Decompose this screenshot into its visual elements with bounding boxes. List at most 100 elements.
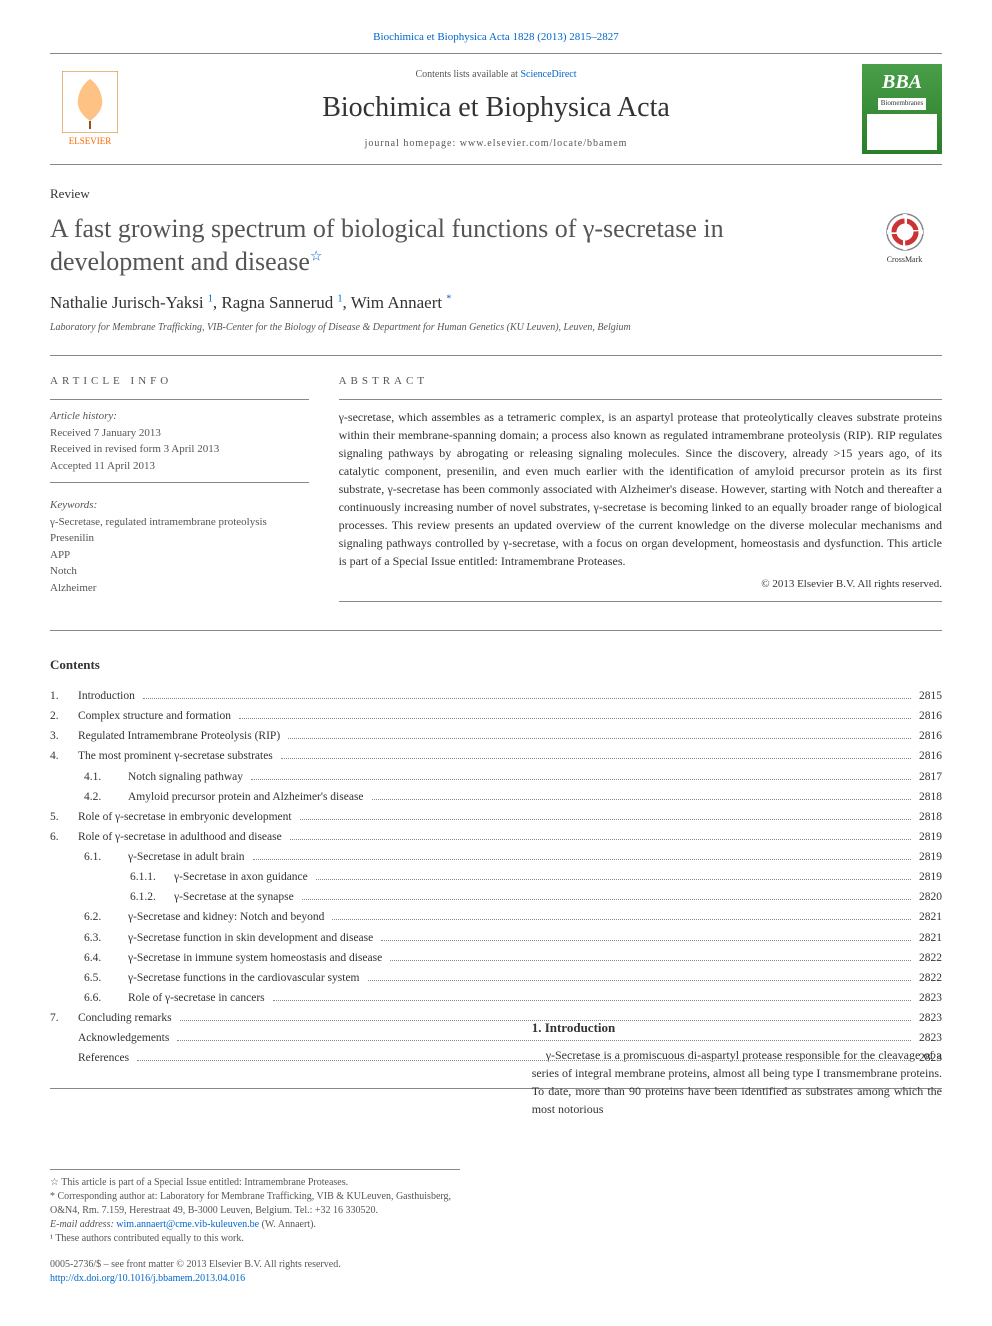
toc-leader-dots <box>253 859 911 860</box>
toc-number: 4. <box>50 746 78 766</box>
toc-entry[interactable]: 6.1.1.γ-Secretase in axon guidance 2819 <box>50 867 942 887</box>
toc-entry[interactable]: 6.2.γ-Secretase and kidney: Notch and be… <box>50 907 942 927</box>
toc-entry[interactable]: 6.4.γ-Secretase in immune system homeost… <box>50 948 942 968</box>
introduction-heading: 1. Introduction <box>532 1019 942 1037</box>
bba-cover-image <box>867 114 937 150</box>
separator <box>339 601 942 602</box>
toc-leader-dots <box>300 819 911 820</box>
bba-cover-logo: BBA Biomembranes <box>862 64 942 154</box>
toc-label: Complex structure and formation <box>78 706 235 726</box>
toc-leader-dots <box>143 698 911 699</box>
email-link[interactable]: wim.annaert@cme.vib-kuleuven.be <box>116 1219 259 1230</box>
separator <box>50 399 309 400</box>
elsevier-tree-icon <box>62 71 118 133</box>
toc-entry[interactable]: 4.The most prominent γ-secretase substra… <box>50 746 942 766</box>
toc-leader-dots <box>137 1060 911 1061</box>
toc-page: 2816 <box>915 726 942 746</box>
toc-number: 7. <box>50 1008 78 1028</box>
separator <box>50 482 309 483</box>
toc-entry[interactable]: 6.3.γ-Secretase function in skin develop… <box>50 928 942 948</box>
table-of-contents: 1.Introduction28152.Complex structure an… <box>50 686 942 1068</box>
toc-page: 2819 <box>915 847 942 867</box>
toc-label: Role of γ-secretase in embryonic develop… <box>78 807 296 827</box>
crossmark-badge[interactable]: CrossMark <box>867 212 942 265</box>
toc-entry[interactable]: 4.2.Amyloid precursor protein and Alzhei… <box>50 787 942 807</box>
toc-label: γ-Secretase and kidney: Notch and beyond <box>128 907 328 927</box>
toc-leader-dots <box>177 1040 911 1041</box>
toc-page: 2817 <box>915 767 942 787</box>
abstract-text: γ-secretase, which assembles as a tetram… <box>339 408 942 570</box>
introduction-text: γ-Secretase is a promiscuous di-aspartyl… <box>532 1046 942 1118</box>
toc-leader-dots <box>390 960 911 961</box>
journal-title: Biochimica et Biophysica Acta <box>130 88 862 127</box>
toc-leader-dots <box>368 980 912 981</box>
toc-page: 2819 <box>915 867 942 887</box>
toc-leader-dots <box>288 738 911 739</box>
toc-page: 2823 <box>915 1008 942 1028</box>
footnote-special-issue: ☆ This article is part of a Special Issu… <box>50 1176 460 1190</box>
toc-number: 6.5. <box>84 968 128 988</box>
toc-label: Notch signaling pathway <box>128 767 247 787</box>
toc-page: 2819 <box>915 827 942 847</box>
toc-label: Amyloid precursor protein and Alzheimer'… <box>128 787 368 807</box>
toc-label: γ-Secretase function in skin development… <box>128 928 377 948</box>
toc-leader-dots <box>251 779 911 780</box>
toc-label: Role of γ-secretase in cancers <box>128 988 269 1008</box>
history-label: Article history: <box>50 408 309 425</box>
footnotes: ☆ This article is part of a Special Issu… <box>50 1169 460 1246</box>
toc-number: 6.6. <box>84 988 128 1008</box>
affiliation: Laboratory for Membrane Trafficking, VIB… <box>50 321 942 335</box>
toc-label: γ-Secretase in axon guidance <box>174 867 312 887</box>
toc-label: γ-Secretase at the synapse <box>174 887 298 907</box>
journal-header: ELSEVIER Contents lists available at Sci… <box>50 53 942 165</box>
toc-leader-dots <box>273 1000 911 1001</box>
toc-label: γ-Secretase in adult brain <box>128 847 249 867</box>
toc-number: 5. <box>50 807 78 827</box>
issn-line: 0005-2736/$ – see front matter © 2013 El… <box>50 1258 460 1272</box>
toc-leader-dots <box>316 879 911 880</box>
toc-entry[interactable]: 5.Role of γ-secretase in embryonic devel… <box>50 807 942 827</box>
footnote-email: E-mail address: wim.annaert@cme.vib-kule… <box>50 1218 460 1232</box>
bba-sublabel: Biomembranes <box>878 98 926 110</box>
toc-entry[interactable]: 6.Role of γ-secretase in adulthood and d… <box>50 827 942 847</box>
toc-label: Role of γ-secretase in adulthood and dis… <box>78 827 286 847</box>
contents-heading: Contents <box>50 656 942 674</box>
crossmark-icon <box>885 212 925 252</box>
toc-page: 2821 <box>915 928 942 948</box>
doi-link[interactable]: http://dx.doi.org/10.1016/j.bbamem.2013.… <box>50 1273 245 1284</box>
toc-number: 2. <box>50 706 78 726</box>
toc-label: γ-Secretase functions in the cardiovascu… <box>128 968 364 988</box>
toc-label: Concluding remarks <box>78 1008 176 1028</box>
history-revised: Received in revised form 3 April 2013 <box>50 441 309 458</box>
toc-entry[interactable]: 4.1.Notch signaling pathway2817 <box>50 767 942 787</box>
toc-number: 6.1.1. <box>130 867 174 887</box>
toc-label: The most prominent γ-secretase substrate… <box>78 746 277 766</box>
toc-entry[interactable]: 6.1.2.γ-Secretase at the synapse2820 <box>50 887 942 907</box>
toc-leader-dots <box>372 799 911 800</box>
toc-page: 2818 <box>915 787 942 807</box>
toc-page: 2823 <box>915 988 942 1008</box>
history-received: Received 7 January 2013 <box>50 425 309 442</box>
toc-leader-dots <box>332 919 911 920</box>
toc-leader-dots <box>302 899 911 900</box>
toc-entry[interactable]: 6.1.γ-Secretase in adult brain 2819 <box>50 847 942 867</box>
toc-leader-dots <box>381 940 911 941</box>
toc-page: 2821 <box>915 907 942 927</box>
toc-leader-dots <box>239 718 911 719</box>
toc-label: References <box>78 1048 133 1068</box>
toc-number: 6.1. <box>84 847 128 867</box>
footnote-equal-contribution: ¹ These authors contributed equally to t… <box>50 1232 460 1246</box>
toc-number: 6.3. <box>84 928 128 948</box>
footnote-corresponding: * Corresponding author at: Laboratory fo… <box>50 1190 460 1218</box>
toc-number: 1. <box>50 686 78 706</box>
toc-leader-dots <box>290 839 911 840</box>
sciencedirect-link[interactable]: ScienceDirect <box>520 69 576 80</box>
toc-label: Acknowledgements <box>78 1028 173 1048</box>
toc-number: 6. <box>50 827 78 847</box>
toc-number: 6.4. <box>84 948 128 968</box>
toc-entry[interactable]: 1.Introduction2815 <box>50 686 942 706</box>
toc-entry[interactable]: 3.Regulated Intramembrane Proteolysis (R… <box>50 726 942 746</box>
toc-entry[interactable]: 2.Complex structure and formation2816 <box>50 706 942 726</box>
toc-entry[interactable]: 6.6.Role of γ-secretase in cancers 2823 <box>50 988 942 1008</box>
toc-entry[interactable]: 6.5.γ-Secretase functions in the cardiov… <box>50 968 942 988</box>
